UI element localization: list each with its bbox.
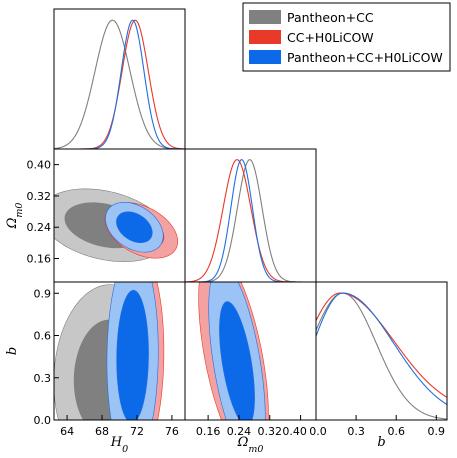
contour-panel-H0-b [54,282,165,420]
legend: Pantheon+CC CC+H0LiCOW Pantheon+CC+H0LiCOW [242,2,451,72]
y-tick-label-Om: 0.40 [27,159,52,172]
x-tick-label-b: 0.3 [347,425,365,438]
x-tick-label-H0: 72 [130,425,144,438]
marginal-curve-b-Pantheon+CC [316,292,447,420]
x-tick-label-H0: 64 [60,425,74,438]
legend-swatch-1 [249,30,281,44]
frame-marginal-b [315,281,448,421]
y-tick-label-Om: 0.32 [27,190,52,203]
marginal-Om [185,159,316,282]
y-tick-label-b: 0.9 [34,287,52,300]
x-tick-label-Om: 0.40 [282,425,307,438]
y-tick-label-Om: 0.16 [27,253,52,266]
x-tick-label-H0: 68 [95,425,109,438]
x-tick-label-Om: 0.16 [196,425,221,438]
y-tick-label-b: 0.6 [34,330,52,343]
marginal-curve-b-CC+H0LiCOW [316,292,447,398]
legend-swatch-2 [249,50,281,64]
x-tick-label-b: 0.9 [428,425,446,438]
contour-panel-Om-b [198,282,269,420]
x-tick-label-H0: 76 [165,425,179,438]
marginal-curve-b-Pantheon+CC+H0LiCOW [316,292,447,406]
x-tick-label-Om: 0.24 [227,425,252,438]
y-tick-label-b: 0.3 [34,372,52,385]
x-tick-label-Om: 0.32 [258,425,283,438]
x-axis-label-b: b [377,435,385,450]
marginal-b [316,292,447,420]
x-axis-label-Om: Ωm0 [237,435,264,455]
legend-label-2: Pantheon+CC+H0LiCOW [287,50,443,65]
contour-1sigma-H0_Om-Pantheon+CC+H0LiCOW [116,211,153,243]
legend-label-0: Pantheon+CC [287,10,374,25]
legend-swatch-0 [249,10,281,24]
frame-marginal-Om [184,148,317,283]
frame-Om_b [184,281,317,421]
x-tick-label-b: 0.0 [309,425,327,438]
legend-label-1: CC+H0LiCOW [287,30,374,45]
marginal-curve-H0-Pantheon+CC+H0LiCOW [54,19,185,149]
y-axis-label-b: b [5,347,20,355]
contour-panel-H0-Om [54,188,179,263]
y-tick-label-b: 0.0 [34,414,52,427]
x-tick-label-b: 0.6 [387,425,405,438]
contour-1sigma-Om_b-Pantheon+CC+H0LiCOW [219,301,255,420]
y-tick-label-Om: 0.24 [27,221,52,234]
marginal-curve-Om-CC+H0LiCOW [185,159,316,282]
contour-1sigma-H0_b-Pantheon+CC+H0LiCOW [116,289,149,420]
y-axis-label-Om: Ωm0 [5,203,25,230]
marginal-curve-Om-Pantheon+CC+H0LiCOW [185,159,316,282]
marginal-curve-Om-Pantheon+CC [185,159,316,282]
x-axis-label-H0: H0 [110,435,128,455]
marginal-curve-H0-Pantheon+CC [54,19,185,149]
marginal-H0 [54,19,185,149]
